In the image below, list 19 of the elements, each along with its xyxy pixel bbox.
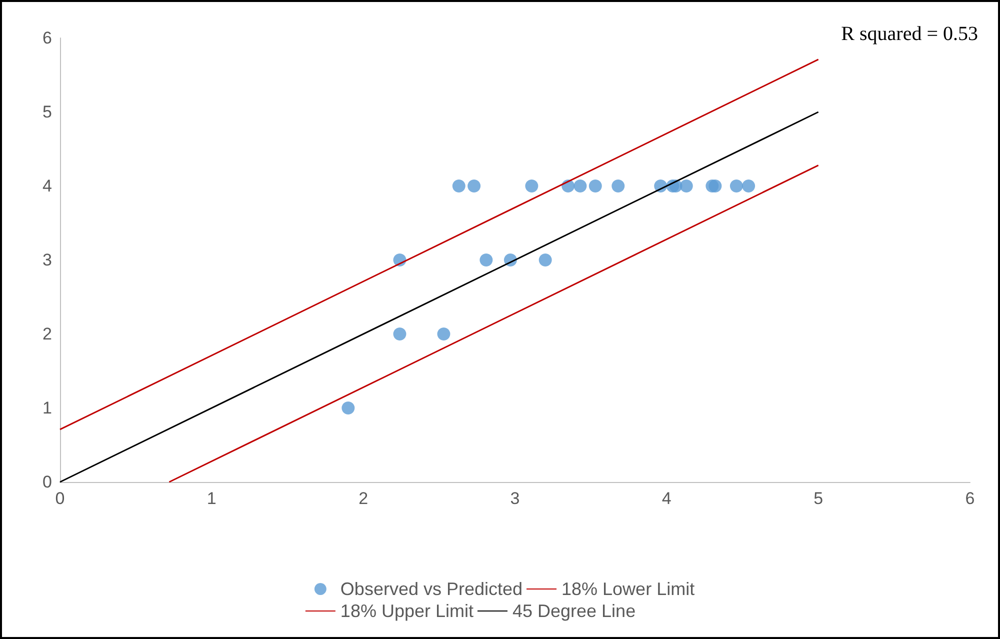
x-tick-label: 5 [814,489,824,508]
x-tick-label: 2 [358,489,368,508]
y-tick-label: 4 [42,176,52,196]
legend-label: Observed vs Predicted [340,579,523,599]
y-tick-label: 0 [42,472,52,492]
x-tick-label: 3 [510,489,520,508]
x-tick-label: 1 [206,489,216,508]
legend-label: 45 Degree Line [512,601,636,621]
y-tick-label: 2 [42,324,52,344]
legend-label: 18% Lower Limit [562,579,695,599]
legend-label: 18% Upper Limit [340,601,474,621]
x-tick-label: 4 [662,489,672,508]
y-tick-label: 3 [42,250,52,270]
x-tick-label: 0 [55,489,65,508]
y-tick-label: 5 [42,102,52,122]
y-tick-label: 6 [42,28,52,48]
y-tick-label: 1 [42,398,52,418]
x-tick-label: 6 [965,489,975,508]
annotation: R squared = 0.53 [841,23,978,45]
